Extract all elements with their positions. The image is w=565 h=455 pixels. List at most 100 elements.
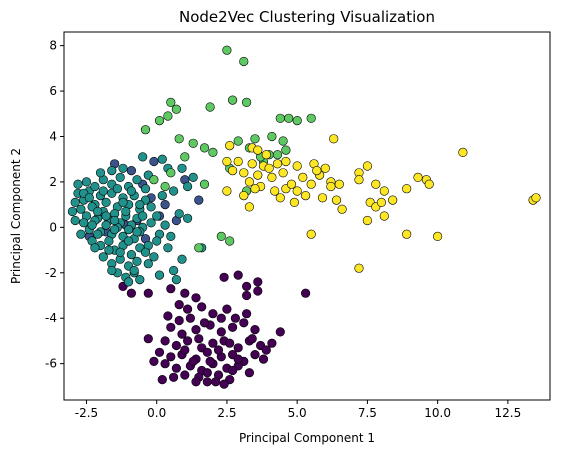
data-point-series-3 bbox=[174, 134, 184, 144]
data-point-series-2 bbox=[154, 270, 165, 280]
data-point-series-2 bbox=[149, 252, 159, 262]
data-point-series-2 bbox=[73, 179, 83, 189]
y-tick-label: -2 bbox=[45, 266, 57, 280]
data-point-series-0 bbox=[239, 318, 249, 328]
data-point-series-0 bbox=[174, 315, 184, 326]
data-point-series-4 bbox=[253, 170, 263, 180]
data-point-series-2 bbox=[169, 265, 179, 276]
ticks-layer: -2.5 0.0 2.5 5.0 7.5 10.0 12.5 -6 -4 -2 0 2 4 6 8 bbox=[45, 39, 521, 420]
data-point-series-0 bbox=[208, 338, 218, 348]
data-point-series-2 bbox=[138, 211, 148, 221]
data-point-series-0 bbox=[244, 368, 254, 378]
data-point-series-0 bbox=[228, 365, 238, 376]
data-point-series-4 bbox=[402, 229, 412, 239]
y-tick-label: 0 bbox=[49, 220, 57, 234]
data-point-series-2 bbox=[169, 186, 179, 196]
data-point-series-4 bbox=[531, 193, 541, 203]
data-point-series-3 bbox=[225, 236, 235, 246]
data-point-series-2 bbox=[112, 184, 122, 194]
data-point-series-0 bbox=[191, 293, 201, 303]
data-point-series-2 bbox=[104, 236, 114, 246]
y-tick-label: -6 bbox=[45, 357, 57, 371]
data-point-series-0 bbox=[202, 377, 212, 387]
data-point-series-1 bbox=[194, 195, 204, 205]
data-point-series-2 bbox=[174, 209, 184, 219]
data-point-series-3 bbox=[306, 113, 316, 123]
data-point-series-0 bbox=[180, 288, 190, 298]
data-point-series-3 bbox=[242, 97, 252, 107]
data-point-series-3 bbox=[275, 113, 285, 123]
data-point-series-3 bbox=[233, 136, 243, 146]
chart-title: Node2Vec Clustering Visualization bbox=[179, 8, 435, 26]
data-point-series-3 bbox=[222, 45, 232, 55]
data-point-series-2 bbox=[166, 231, 176, 241]
x-tick-label: 2.5 bbox=[217, 406, 236, 420]
data-point-series-0 bbox=[208, 309, 218, 319]
data-point-series-0 bbox=[166, 352, 176, 362]
data-point-series-3 bbox=[205, 102, 215, 112]
data-point-series-0 bbox=[154, 347, 165, 357]
data-point-series-4 bbox=[298, 172, 308, 182]
data-point-series-3 bbox=[199, 179, 210, 189]
data-point-series-4 bbox=[433, 231, 443, 241]
data-point-series-4 bbox=[247, 159, 257, 169]
data-point-series-4 bbox=[239, 191, 249, 201]
data-point-series-0 bbox=[242, 290, 252, 301]
data-point-series-2 bbox=[146, 218, 156, 228]
data-point-series-4 bbox=[292, 161, 302, 171]
data-point-series-0 bbox=[213, 345, 224, 355]
data-point-series-3 bbox=[166, 168, 176, 178]
data-point-series-3 bbox=[166, 97, 176, 107]
data-point-series-0 bbox=[253, 277, 263, 287]
data-point-series-3 bbox=[284, 113, 294, 123]
data-point-series-4 bbox=[306, 229, 316, 239]
data-point-series-2 bbox=[84, 193, 94, 203]
data-point-series-3 bbox=[278, 136, 288, 146]
data-point-series-0 bbox=[143, 288, 153, 298]
data-point-series-2 bbox=[90, 181, 100, 192]
data-point-series-4 bbox=[272, 159, 283, 169]
data-point-series-4 bbox=[331, 195, 342, 205]
data-point-series-0 bbox=[205, 356, 215, 367]
data-point-series-2 bbox=[183, 181, 193, 192]
data-point-series-0 bbox=[247, 334, 257, 344]
data-point-series-2 bbox=[177, 254, 187, 264]
data-point-series-2 bbox=[81, 177, 92, 187]
data-point-series-2 bbox=[101, 197, 111, 207]
data-point-series-4 bbox=[222, 156, 232, 167]
data-point-series-4 bbox=[281, 156, 291, 167]
data-point-series-4 bbox=[312, 166, 322, 176]
data-point-series-0 bbox=[216, 327, 226, 337]
data-point-series-2 bbox=[76, 229, 86, 239]
x-tick-label: 12.5 bbox=[495, 406, 522, 420]
data-point-series-2 bbox=[70, 215, 80, 226]
data-point-series-0 bbox=[149, 356, 159, 367]
plot-frame bbox=[63, 31, 551, 401]
data-point-series-4 bbox=[225, 141, 235, 151]
data-point-series-3 bbox=[228, 95, 238, 105]
data-point-series-0 bbox=[180, 345, 190, 355]
data-point-series-4 bbox=[253, 145, 263, 155]
data-point-series-2 bbox=[121, 206, 131, 217]
data-point-series-0 bbox=[126, 288, 136, 298]
data-point-series-4 bbox=[329, 134, 339, 144]
data-point-series-3 bbox=[171, 104, 181, 114]
data-point-series-2 bbox=[101, 220, 111, 230]
data-point-series-2 bbox=[98, 186, 108, 196]
data-point-series-3 bbox=[216, 231, 226, 241]
data-point-series-2 bbox=[146, 202, 156, 212]
y-tick-label: -4 bbox=[45, 311, 57, 325]
data-point-series-3 bbox=[188, 138, 198, 148]
data-point-series-0 bbox=[199, 318, 210, 328]
data-point-series-2 bbox=[126, 186, 136, 196]
data-point-series-2 bbox=[140, 247, 151, 257]
data-point-series-2 bbox=[143, 259, 153, 269]
x-axis-label: Principal Component 1 bbox=[239, 431, 375, 445]
data-point-series-3 bbox=[267, 131, 277, 142]
data-point-series-4 bbox=[278, 168, 288, 178]
data-point-series-0 bbox=[171, 340, 181, 351]
data-point-series-0 bbox=[233, 343, 243, 353]
data-point-series-2 bbox=[107, 166, 117, 176]
data-point-series-2 bbox=[104, 245, 114, 255]
